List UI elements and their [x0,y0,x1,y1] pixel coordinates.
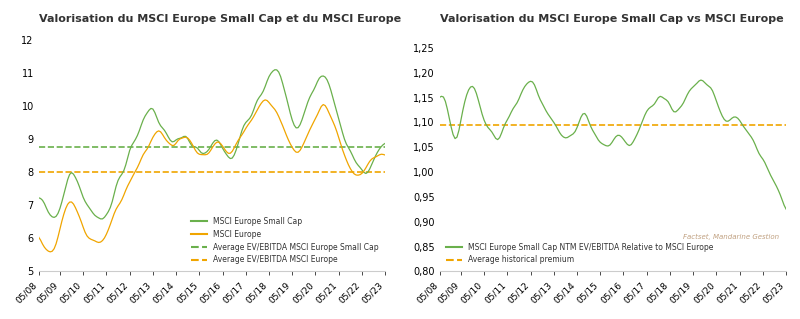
Legend: MSCI Europe Small Cap NTM EV/EBITDA Relative to MSCI Europe, Average historical : MSCI Europe Small Cap NTM EV/EBITDA Rela… [443,240,716,268]
Text: Factset, Mandarine Gestion: Factset, Mandarine Gestion [683,234,779,240]
Legend: MSCI Europe Small Cap, MSCI Europe, Average EV/EBITDA MSCI Europe Small Cap, Ave: MSCI Europe Small Cap, MSCI Europe, Aver… [188,214,382,268]
Text: Valorisation du MSCI Europe Small Cap et du MSCI Europe: Valorisation du MSCI Europe Small Cap et… [38,14,401,24]
Text: Valorisation du MSCI Europe Small Cap vs MSCI Europe: Valorisation du MSCI Europe Small Cap vs… [439,14,783,24]
